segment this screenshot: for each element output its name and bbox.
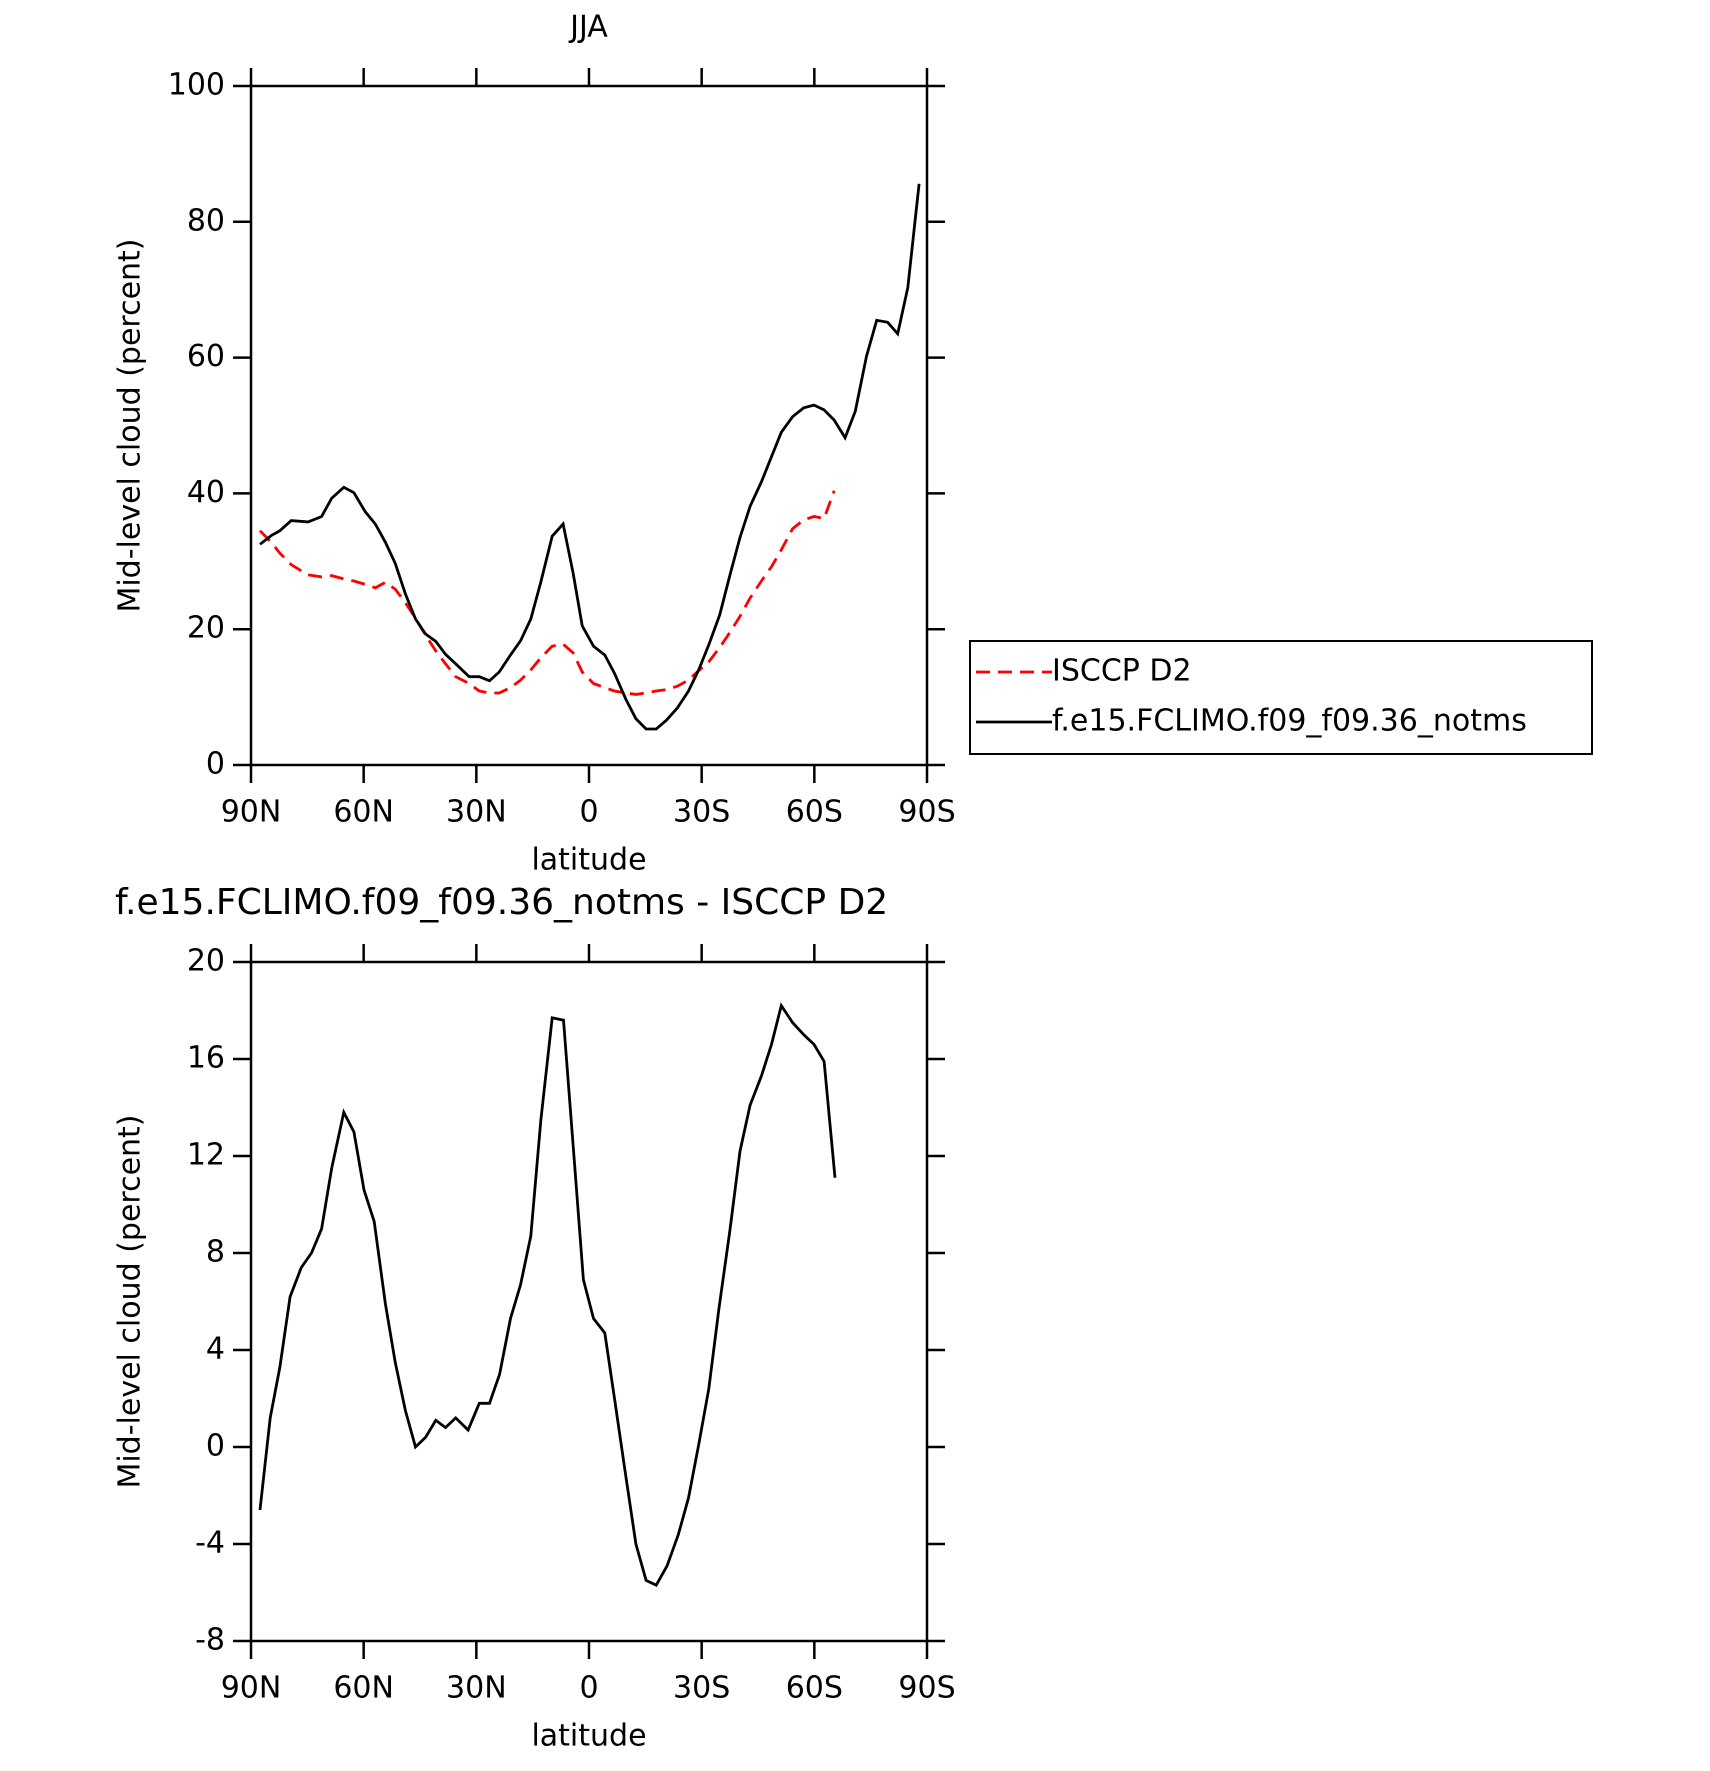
x-tick-label: 90S <box>898 1671 955 1706</box>
x-tick-label: 90N <box>221 795 282 830</box>
y-tick-label: 4 <box>206 1332 225 1367</box>
legend-box <box>969 640 1593 755</box>
y-tick-label: 16 <box>187 1041 225 1076</box>
chart-title: JJA <box>568 10 608 45</box>
legend-label: f.e15.FCLIMO.f09_f09.36_notms <box>1052 704 1527 739</box>
y-tick-label: -4 <box>195 1526 225 1561</box>
y-tick-label: -8 <box>195 1623 225 1658</box>
plot-frame <box>249 84 929 767</box>
x-tick-label: 30N <box>446 795 507 830</box>
y-tick-label: 40 <box>187 475 225 510</box>
data-line <box>259 183 921 731</box>
y-tick-label: 20 <box>187 611 225 646</box>
x-tick-label: 90N <box>221 1671 282 1706</box>
y-tick-label: 100 <box>168 68 225 103</box>
x-tick-label: 60S <box>786 795 843 830</box>
y-tick-label: 20 <box>187 944 225 979</box>
y-tick-label: 0 <box>206 747 225 782</box>
y-tick-label: 80 <box>187 203 225 238</box>
y-tick-label: 0 <box>206 1429 225 1464</box>
legend-label: ISCCP D2 <box>1052 654 1192 689</box>
x-tick-label: 60N <box>333 1671 394 1706</box>
y-axis-label: Mid-level cloud (percent) <box>113 1114 148 1488</box>
chart-title: f.e15.FCLIMO.f09_f09.36_notms - ISCCP D2 <box>115 882 888 923</box>
x-tick-label: 60S <box>786 1671 843 1706</box>
data-line <box>258 1002 837 1588</box>
x-tick-label: 30S <box>673 795 730 830</box>
x-tick-label: 90S <box>898 795 955 830</box>
y-tick-label: 60 <box>187 339 225 374</box>
y-axis-label: Mid-level cloud (percent) <box>113 238 148 612</box>
x-axis-label: latitude <box>531 1719 646 1754</box>
y-tick-label: 8 <box>206 1235 225 1270</box>
x-tick-label: 30N <box>446 1671 507 1706</box>
x-tick-label: 60N <box>333 795 394 830</box>
x-tick-label: 30S <box>673 1671 730 1706</box>
y-tick-label: 12 <box>187 1138 225 1173</box>
x-tick-label: 0 <box>579 1671 598 1706</box>
x-axis-label: latitude <box>531 843 646 878</box>
data-line <box>258 490 836 696</box>
x-tick-label: 0 <box>579 795 598 830</box>
